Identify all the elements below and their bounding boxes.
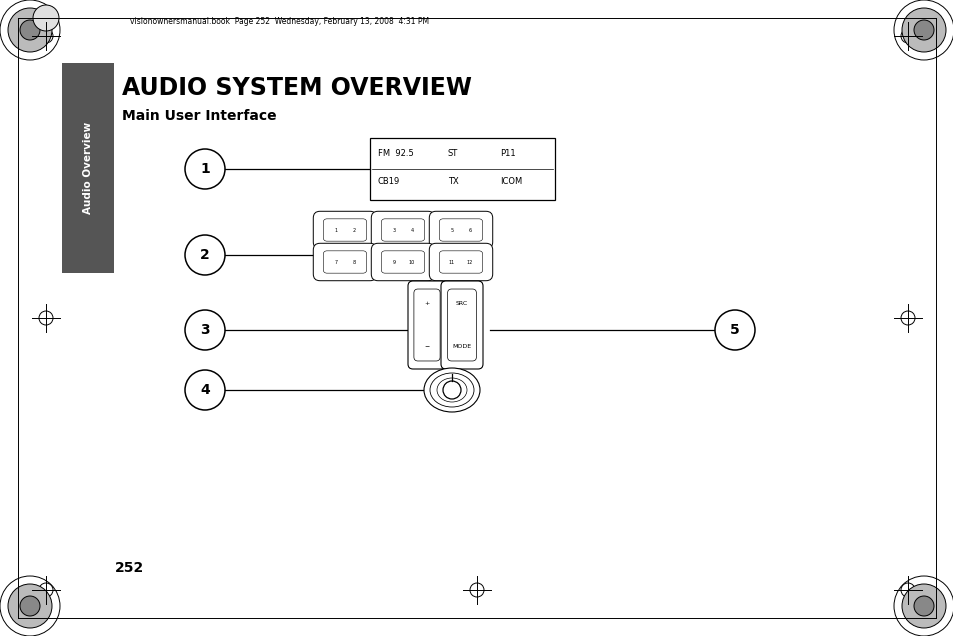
Text: 5: 5 xyxy=(450,228,453,233)
Text: P11: P11 xyxy=(499,149,515,158)
Text: 6: 6 xyxy=(468,228,471,233)
FancyBboxPatch shape xyxy=(440,281,482,369)
Text: CB19: CB19 xyxy=(377,177,400,186)
FancyBboxPatch shape xyxy=(323,219,366,241)
Text: 3: 3 xyxy=(392,228,395,233)
Ellipse shape xyxy=(423,368,479,412)
Circle shape xyxy=(8,584,52,628)
FancyBboxPatch shape xyxy=(313,244,376,280)
FancyBboxPatch shape xyxy=(381,219,424,241)
Text: 2: 2 xyxy=(352,228,355,233)
FancyBboxPatch shape xyxy=(323,251,366,273)
Text: Audio Overview: Audio Overview xyxy=(83,122,92,214)
Text: ICOM: ICOM xyxy=(499,177,521,186)
FancyBboxPatch shape xyxy=(313,211,376,249)
Circle shape xyxy=(913,20,933,40)
Circle shape xyxy=(901,584,945,628)
Circle shape xyxy=(185,310,225,350)
FancyBboxPatch shape xyxy=(438,251,482,273)
FancyBboxPatch shape xyxy=(381,251,424,273)
Ellipse shape xyxy=(436,378,467,402)
FancyBboxPatch shape xyxy=(429,244,492,280)
Text: FM  92.5: FM 92.5 xyxy=(377,149,414,158)
FancyBboxPatch shape xyxy=(370,138,555,200)
Text: 1: 1 xyxy=(200,162,210,176)
Text: TX: TX xyxy=(448,177,458,186)
Circle shape xyxy=(185,235,225,275)
Text: −: − xyxy=(424,343,429,349)
Text: 2: 2 xyxy=(200,248,210,262)
Text: Main User Interface: Main User Interface xyxy=(122,109,276,123)
Text: 4: 4 xyxy=(200,383,210,397)
Circle shape xyxy=(913,596,933,616)
FancyBboxPatch shape xyxy=(447,289,476,361)
Text: 3: 3 xyxy=(200,323,210,337)
Circle shape xyxy=(8,8,52,52)
Text: +: + xyxy=(424,301,429,307)
Text: 4: 4 xyxy=(410,228,414,233)
Text: 7: 7 xyxy=(335,259,337,265)
Circle shape xyxy=(185,149,225,189)
Text: 11: 11 xyxy=(449,259,455,265)
Circle shape xyxy=(714,310,754,350)
Circle shape xyxy=(33,5,59,31)
FancyBboxPatch shape xyxy=(429,211,492,249)
Text: 1: 1 xyxy=(335,228,337,233)
FancyBboxPatch shape xyxy=(371,244,435,280)
FancyBboxPatch shape xyxy=(408,281,446,369)
Text: 5: 5 xyxy=(729,323,740,337)
Text: SRC: SRC xyxy=(456,301,468,307)
Ellipse shape xyxy=(430,373,474,407)
Text: 252: 252 xyxy=(115,561,144,575)
Text: AUDIO SYSTEM OVERVIEW: AUDIO SYSTEM OVERVIEW xyxy=(122,76,472,100)
FancyBboxPatch shape xyxy=(438,219,482,241)
Circle shape xyxy=(20,20,40,40)
Text: 8: 8 xyxy=(352,259,355,265)
Circle shape xyxy=(20,596,40,616)
Text: ST: ST xyxy=(448,149,457,158)
FancyBboxPatch shape xyxy=(414,289,439,361)
Circle shape xyxy=(185,370,225,410)
Text: 12: 12 xyxy=(466,259,473,265)
FancyBboxPatch shape xyxy=(371,211,435,249)
Text: visionownersmanual.book  Page 252  Wednesday, February 13, 2008  4:31 PM: visionownersmanual.book Page 252 Wednesd… xyxy=(130,18,429,27)
Text: MODE: MODE xyxy=(452,343,471,349)
Circle shape xyxy=(901,8,945,52)
Text: 10: 10 xyxy=(409,259,415,265)
Text: 9: 9 xyxy=(392,259,395,265)
FancyBboxPatch shape xyxy=(62,63,113,273)
